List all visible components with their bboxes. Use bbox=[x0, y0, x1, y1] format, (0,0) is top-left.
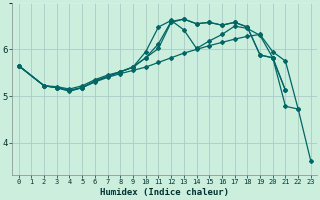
X-axis label: Humidex (Indice chaleur): Humidex (Indice chaleur) bbox=[100, 188, 229, 197]
